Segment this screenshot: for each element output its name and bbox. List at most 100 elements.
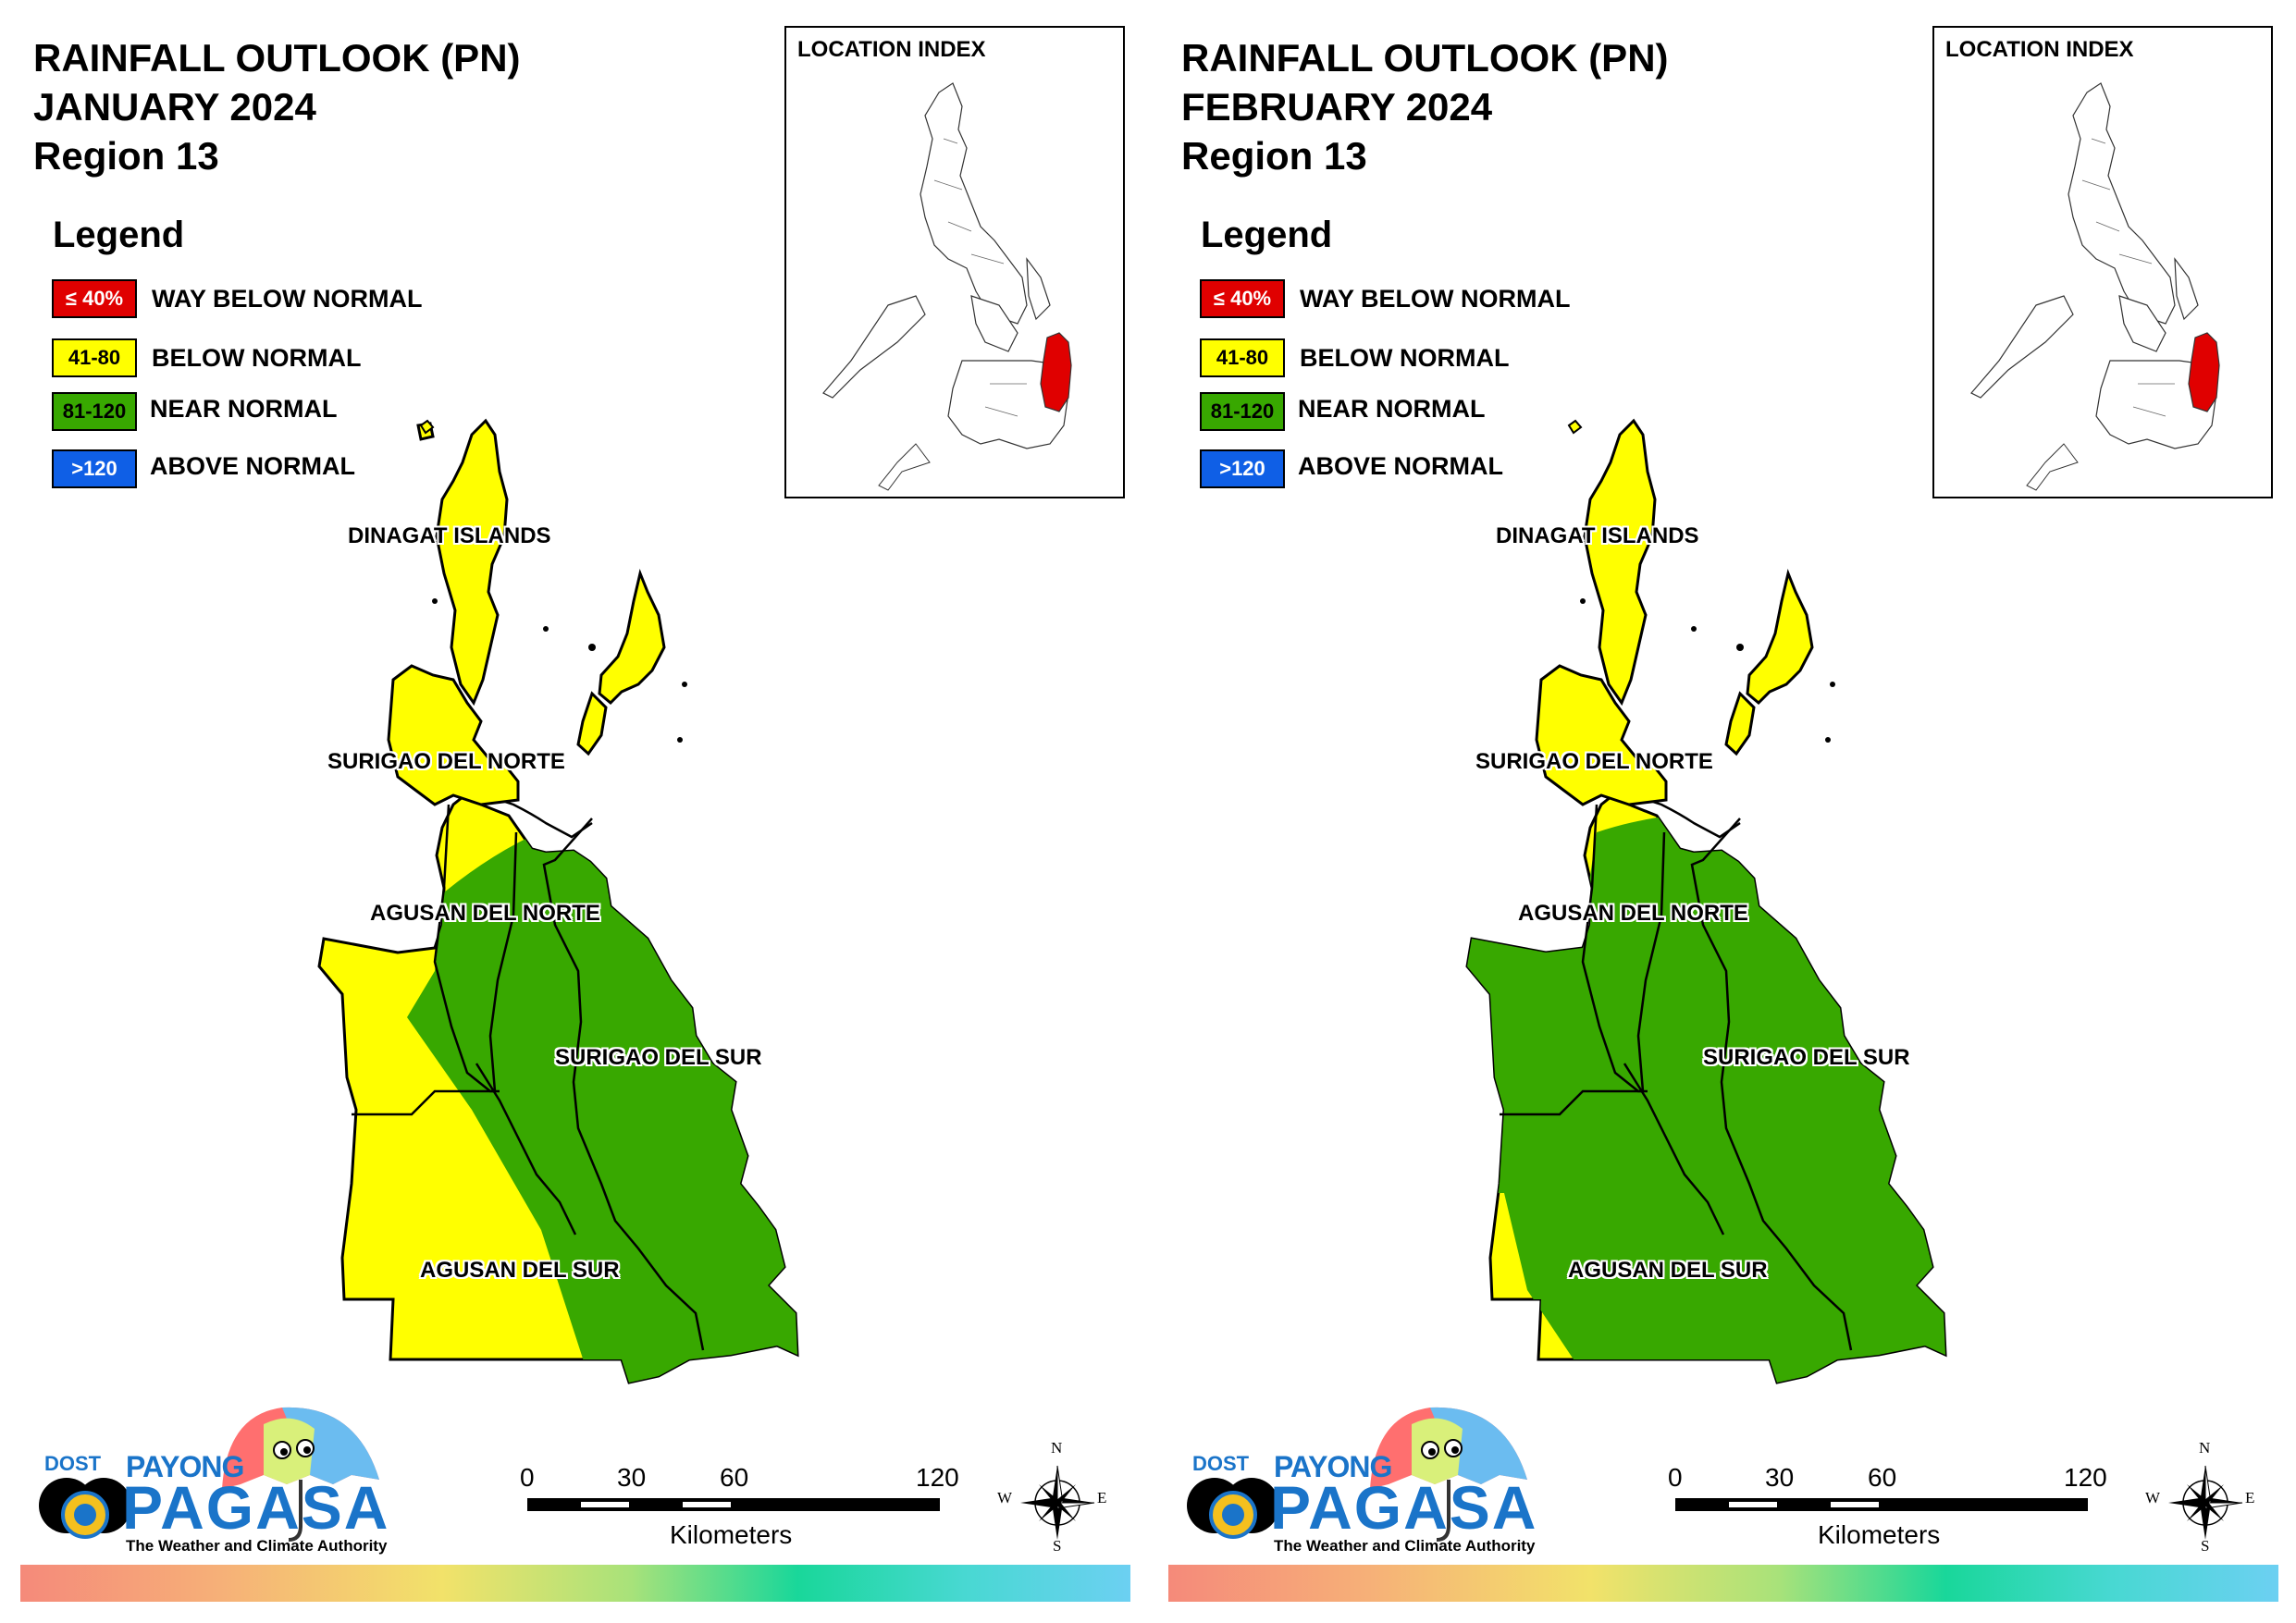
islet bbox=[419, 419, 435, 435]
umbrella-pupil bbox=[303, 1446, 311, 1454]
payong-text: PAYONG bbox=[126, 1450, 244, 1483]
label-surigao-del-norte: SURIGAO DEL NORTE bbox=[1475, 749, 1713, 774]
label-dinagat-islands: DINAGAT ISLANDS bbox=[1496, 523, 1699, 548]
label-dinagat-islands: DINAGAT ISLANDS bbox=[348, 523, 551, 548]
payong-text: PAYONG bbox=[1274, 1450, 1392, 1483]
islet bbox=[1691, 626, 1697, 632]
legend-swatch: >120 bbox=[52, 449, 137, 488]
scale-tick-label: 0 bbox=[520, 1463, 535, 1492]
island bbox=[576, 691, 608, 756]
scale-tick-label: 0 bbox=[1668, 1463, 1683, 1492]
legend-swatch: >120 bbox=[1200, 449, 1285, 488]
scale-tick-label: 30 bbox=[617, 1463, 647, 1492]
islet bbox=[677, 737, 683, 743]
surigao-del-norte-region bbox=[1535, 664, 1668, 806]
location-index-title: LOCATION INDEX bbox=[1945, 37, 2134, 62]
umbrella-pupil bbox=[1451, 1446, 1459, 1454]
islet bbox=[588, 644, 596, 651]
legend-label: BELOW NORMAL bbox=[152, 344, 362, 372]
islet bbox=[682, 682, 687, 687]
pagasa-tagline: The Weather and Climate Authority bbox=[126, 1537, 388, 1555]
islet bbox=[543, 626, 549, 632]
location-index-map: LOCATION INDEX bbox=[1932, 26, 2273, 498]
label-surigao-del-norte: SURIGAO DEL NORTE bbox=[327, 749, 565, 774]
label-agusan-del-norte: AGUSAN DEL NORTE bbox=[1518, 901, 1748, 926]
legend-label: NEAR NORMAL bbox=[150, 395, 338, 423]
compass-south: S bbox=[2201, 1537, 2210, 1555]
scale-bar bbox=[1675, 1498, 2088, 1511]
legend-swatch: ≤ 40% bbox=[1200, 279, 1285, 318]
scale-tick-label: 120 bbox=[2064, 1463, 2107, 1492]
scale-tick-label: 60 bbox=[720, 1463, 749, 1492]
scale-unit: Kilometers bbox=[1818, 1520, 1941, 1549]
region-map bbox=[317, 418, 799, 1384]
legend-swatch: 41-80 bbox=[1200, 338, 1285, 377]
legend-swatch: 81-120 bbox=[52, 392, 137, 431]
payong-pagasa-logo bbox=[39, 1407, 379, 1542]
title-line-2: JANUARY 2024 bbox=[33, 85, 316, 129]
islet bbox=[432, 598, 438, 604]
region-map bbox=[1465, 418, 1947, 1384]
location-index-title: LOCATION INDEX bbox=[797, 37, 986, 62]
umbrella-handle bbox=[288, 1480, 302, 1542]
dost-text: DOST bbox=[1192, 1452, 1250, 1475]
province-boundary bbox=[475, 1063, 577, 1236]
province-boundary bbox=[1500, 831, 1666, 1116]
philippines-outline bbox=[1970, 82, 2220, 491]
compass-east: E bbox=[1097, 1489, 1107, 1506]
islet bbox=[1736, 644, 1744, 651]
near-normal-zone bbox=[1467, 813, 1945, 1383]
legend-label: WAY BELOW NORMAL bbox=[1300, 285, 1571, 313]
compass-west: W bbox=[997, 1489, 1013, 1506]
compass-south: S bbox=[1053, 1537, 1062, 1555]
label-surigao-del-sur: SURIGAO DEL SUR bbox=[1703, 1045, 1910, 1070]
legend-swatch: ≤ 40% bbox=[52, 279, 137, 318]
legend-title: Legend bbox=[53, 215, 185, 255]
islet bbox=[1580, 598, 1586, 604]
islet bbox=[1825, 737, 1831, 743]
islet bbox=[1567, 419, 1583, 435]
islet bbox=[1830, 682, 1835, 687]
legend-label: ABOVE NORMAL bbox=[1298, 452, 1503, 480]
title-line-1: RAINFALL OUTLOOK (PN) bbox=[1181, 36, 1669, 80]
pagasa-text: PAGASA bbox=[1270, 1473, 1538, 1542]
island bbox=[1724, 691, 1756, 756]
label-agusan-del-norte: AGUSAN DEL NORTE bbox=[370, 901, 600, 926]
legend-label: NEAR NORMAL bbox=[1298, 395, 1486, 423]
label-agusan-del-sur: AGUSAN DEL SUR bbox=[1568, 1258, 1768, 1283]
scale-tick-label: 120 bbox=[916, 1463, 959, 1492]
province-boundary bbox=[1623, 1063, 1725, 1236]
title-line-3: Region 13 bbox=[1181, 134, 1367, 178]
compass-east: E bbox=[2245, 1489, 2255, 1506]
map-panel-january: RAINFALL OUTLOOK (PN) JANUARY 2024 Regio… bbox=[20, 26, 1130, 1602]
footer-gradient-bar bbox=[1168, 1565, 2278, 1602]
compass-west: W bbox=[2145, 1489, 2161, 1506]
compass-north: N bbox=[1051, 1439, 1063, 1457]
legend-label: ABOVE NORMAL bbox=[150, 452, 355, 480]
legend-title: Legend bbox=[1201, 215, 1333, 255]
pagasa-seal-icon bbox=[1222, 1504, 1244, 1526]
pagasa-seal-icon bbox=[74, 1504, 96, 1526]
dinagat-islands bbox=[1583, 418, 1657, 707]
umbrella-handle bbox=[1436, 1480, 1450, 1542]
legend-label: BELOW NORMAL bbox=[1300, 344, 1510, 372]
title-line-3: Region 13 bbox=[33, 134, 219, 178]
legend-label: WAY BELOW NORMAL bbox=[152, 285, 423, 313]
location-index-map: LOCATION INDEX bbox=[784, 26, 1125, 498]
scale-tick-label: 60 bbox=[1868, 1463, 1897, 1492]
dinagat-islands bbox=[435, 418, 509, 707]
payong-pagasa-logo bbox=[1187, 1407, 1527, 1542]
scale-bar bbox=[527, 1498, 940, 1511]
scale-unit: Kilometers bbox=[670, 1520, 793, 1549]
surigao-del-norte-region bbox=[387, 664, 520, 806]
scale-tick-label: 30 bbox=[1765, 1463, 1795, 1492]
footer-gradient-bar bbox=[20, 1565, 1130, 1602]
map-panel-february: RAINFALL OUTLOOK (PN) FEBRUARY 2024 Regi… bbox=[1148, 0, 2296, 1623]
legend-swatch: 81-120 bbox=[1200, 392, 1285, 431]
map-title: RAINFALL OUTLOOK (PN) FEBRUARY 2024 Regi… bbox=[1181, 33, 1669, 180]
map-title: RAINFALL OUTLOOK (PN) JANUARY 2024 Regio… bbox=[33, 33, 521, 180]
compass-rose-icon bbox=[1020, 1465, 1095, 1540]
province-boundary bbox=[542, 818, 705, 1351]
umbrella-pupil bbox=[280, 1448, 288, 1456]
compass-rose-icon bbox=[2168, 1465, 2243, 1540]
